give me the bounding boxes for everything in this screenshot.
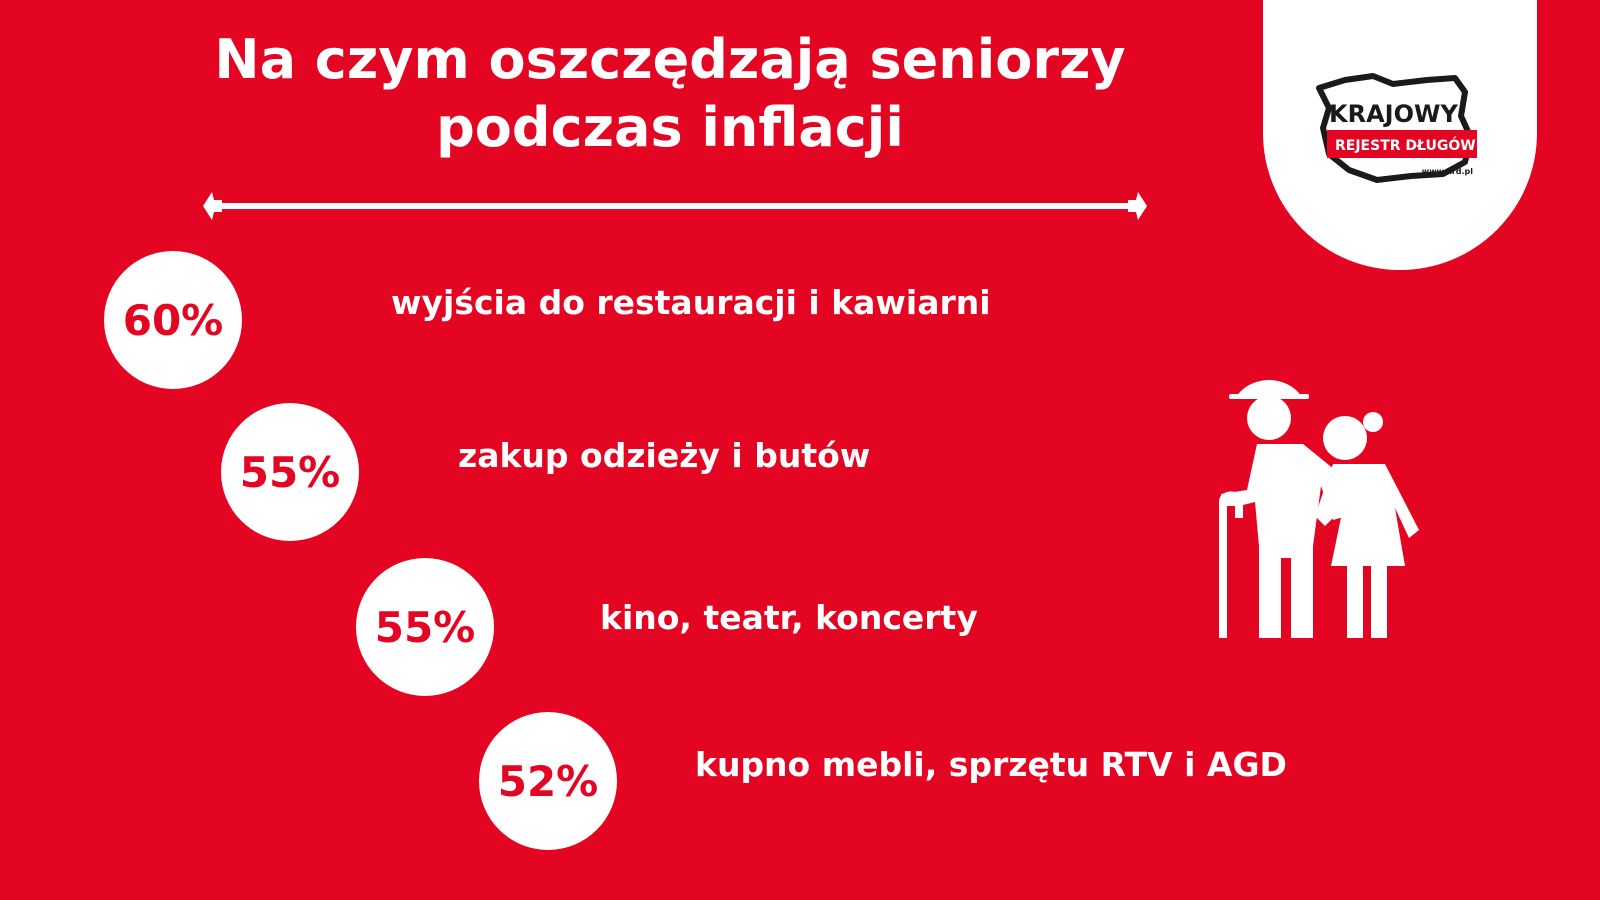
title-line-1: Na czym oszczędzają seniorzy [214, 28, 1126, 91]
category-label: kupno mebli, sprzętu RTV i AGD [695, 745, 1287, 784]
value-badge: 60% [104, 251, 242, 389]
poland-map-icon [1316, 73, 1474, 183]
value-badge: 52% [479, 712, 617, 850]
page-title: Na czym oszczędzają seniorzy podczas inf… [150, 26, 1190, 162]
elderly-couple-icon [1219, 380, 1419, 638]
value-badge: 55% [221, 403, 359, 541]
title-line-2: podczas inflacji [436, 96, 904, 159]
category-label: kino, teatr, koncerty [600, 598, 978, 637]
logo-band-text: REJESTR DŁUGÓW [1335, 136, 1476, 154]
value-badge: 55% [356, 558, 494, 696]
logo-word: KRAJOWY [1329, 100, 1458, 128]
logo-url: www.krd.pl [1422, 167, 1473, 176]
krd-logo: KRAJOWY REJESTR DŁUGÓW www.krd.pl [1316, 73, 1477, 183]
category-label: wyjścia do restauracji i kawiarni [391, 283, 991, 322]
title-divider [203, 192, 1147, 220]
category-label: zakup odzieży i butów [458, 436, 871, 475]
